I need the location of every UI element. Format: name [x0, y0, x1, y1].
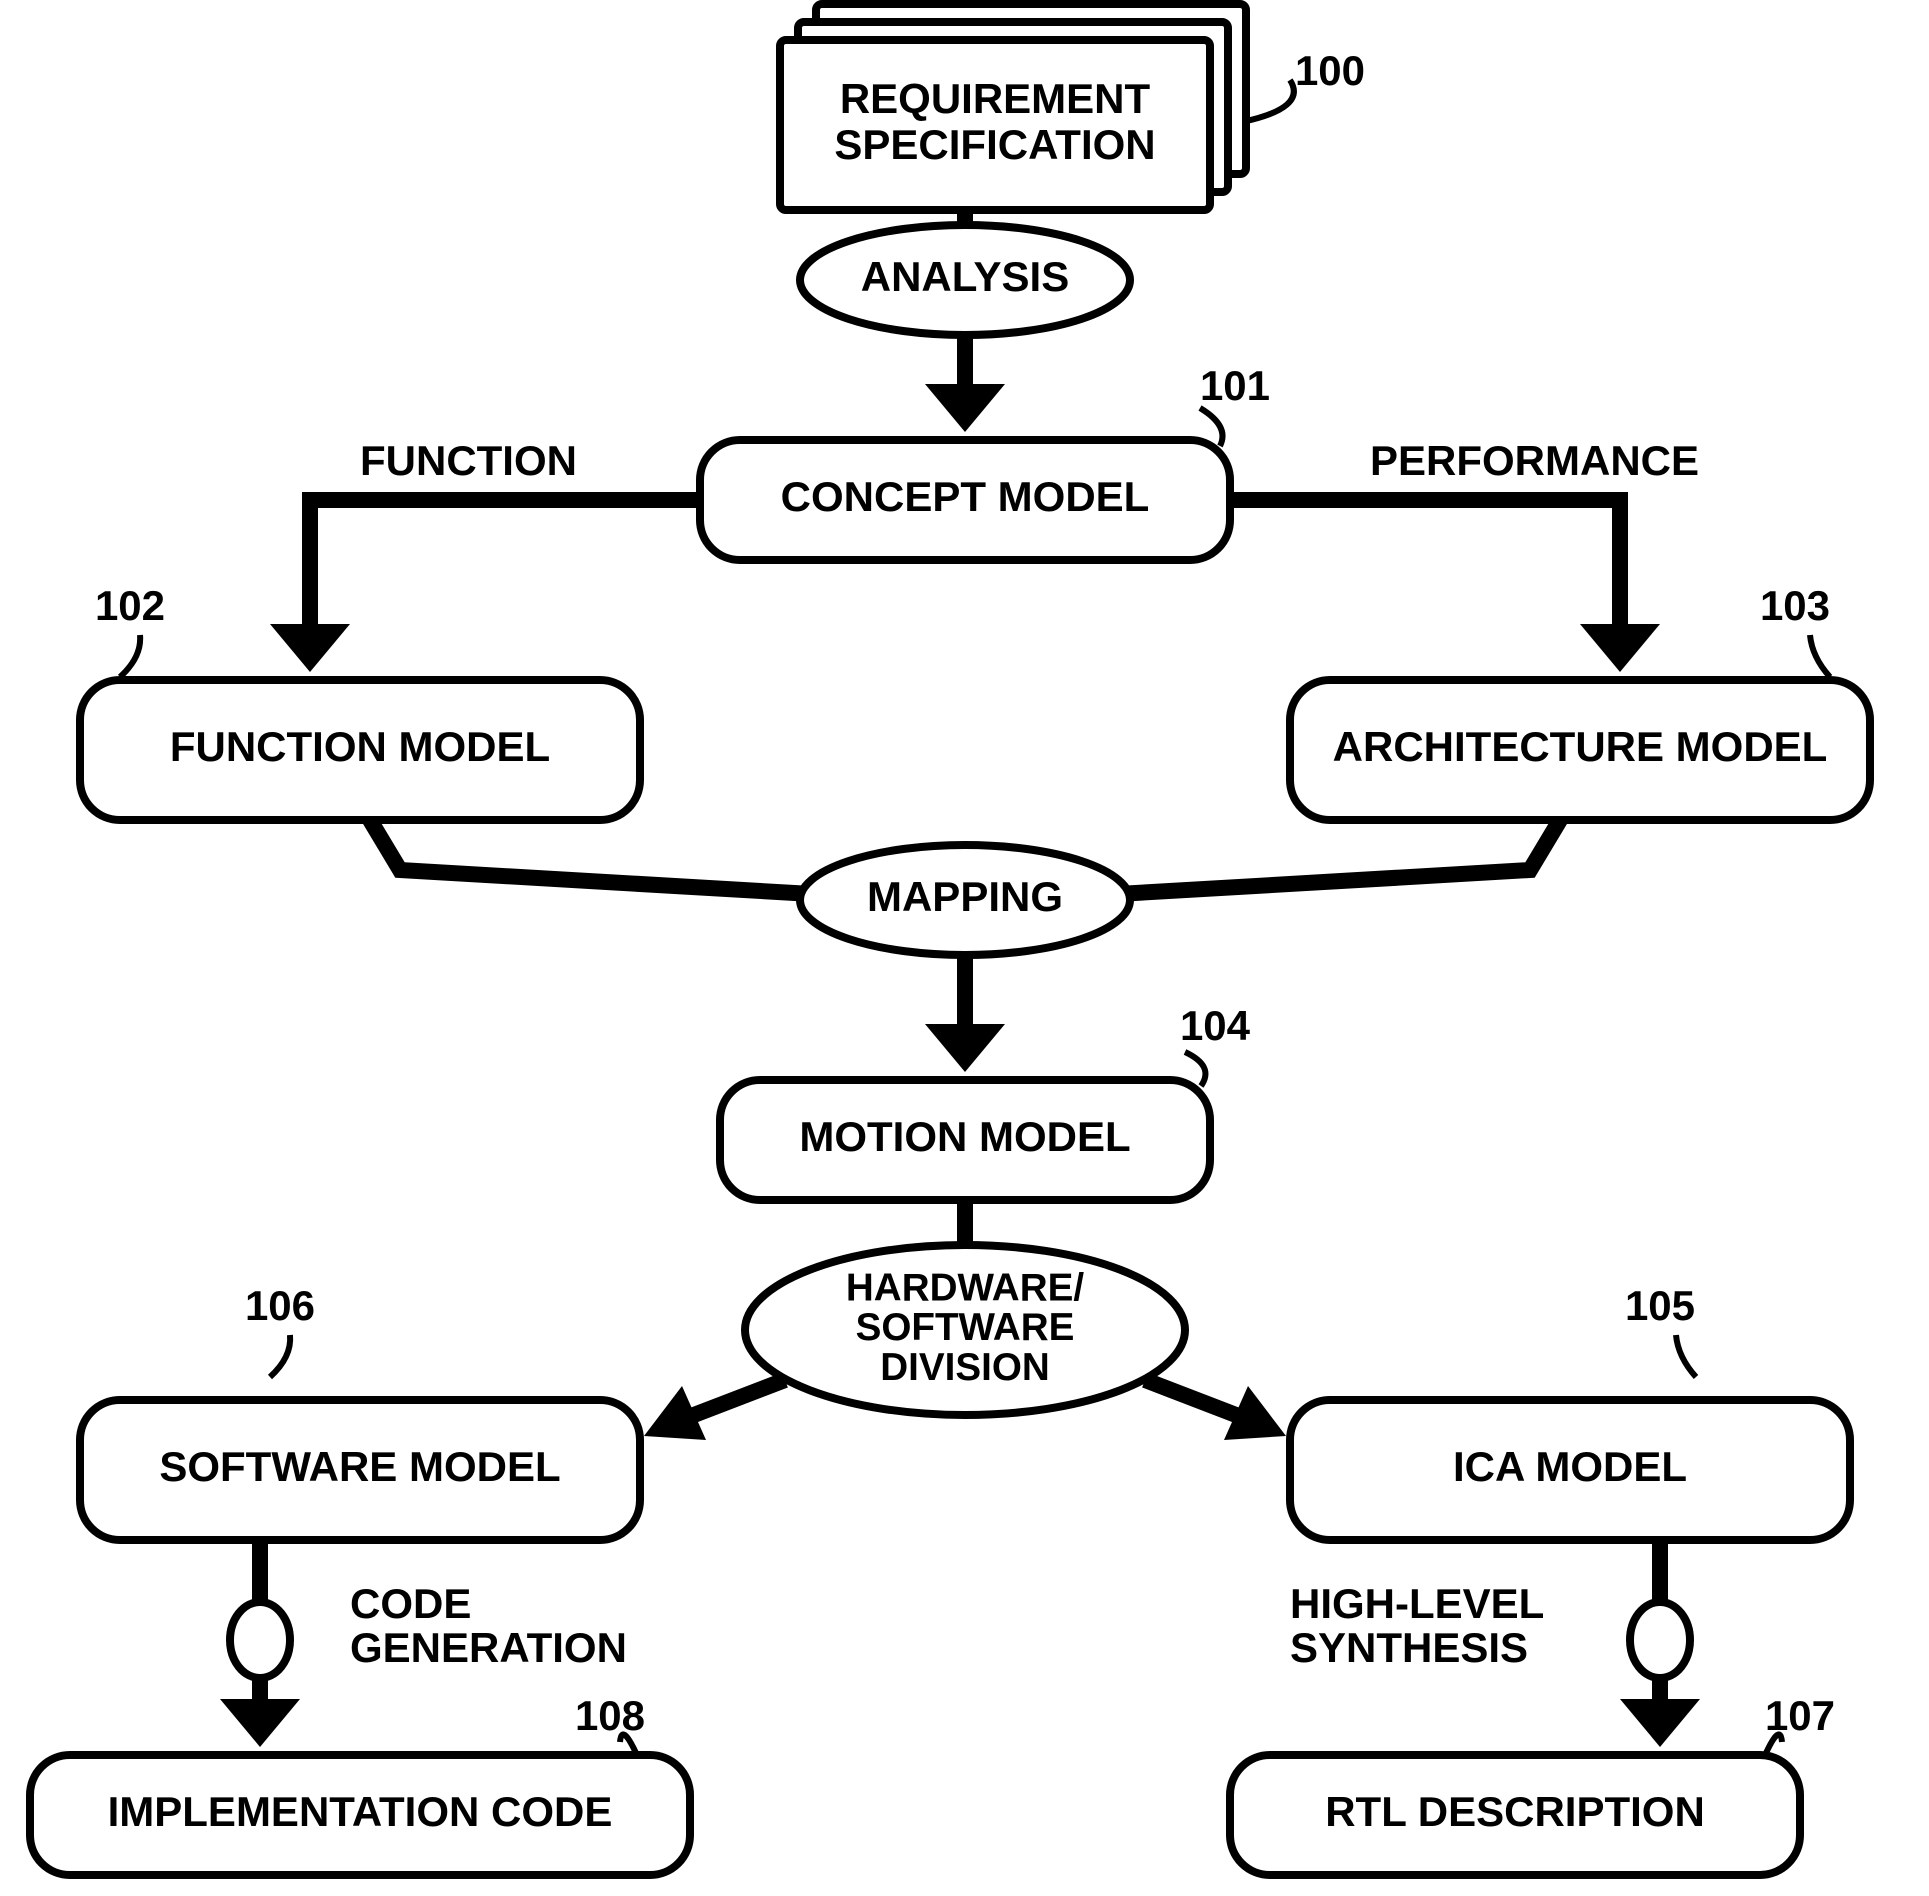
node-hls: HIGH-LEVELSYNTHESIS	[1290, 1580, 1690, 1678]
edge-arch-mapping	[1118, 820, 1560, 894]
node-mapping-label: MAPPING	[867, 873, 1063, 920]
node-impl-label: IMPLEMENTATION CODE	[108, 1788, 613, 1835]
node-software: SOFTWARE MODEL	[80, 1400, 640, 1540]
node-hw_sw: HARDWARE/SOFTWAREDIVISION	[745, 1245, 1185, 1415]
ref-101: 101	[1200, 362, 1270, 409]
ref-105: 105	[1625, 1282, 1695, 1329]
node-reqspec-label: SPECIFICATION	[834, 121, 1155, 168]
ref-lead-102	[120, 635, 140, 677]
ref-102: 102	[95, 582, 165, 629]
node-codegen-side-label: CODE	[350, 1580, 471, 1627]
ref-103: 103	[1760, 582, 1830, 629]
node-function_m: FUNCTION MODEL	[80, 680, 640, 820]
node-hw_sw-label: HARDWARE/	[846, 1266, 1084, 1309]
node-hw_sw-label: DIVISION	[880, 1346, 1050, 1389]
node-function_m-label: FUNCTION MODEL	[170, 723, 550, 770]
ref-lead-106	[270, 1335, 290, 1377]
node-impl: IMPLEMENTATION CODE	[30, 1755, 690, 1875]
node-codegen-side-label: GENERATION	[350, 1624, 627, 1671]
node-ica: ICA MODEL	[1290, 1400, 1850, 1540]
node-arch_m-label: ARCHITECTURE MODEL	[1333, 723, 1828, 770]
node-concept: CONCEPT MODEL	[700, 440, 1230, 560]
edge-label-performance: PERFORMANCE	[1370, 437, 1699, 484]
edge-function-mapping	[370, 820, 812, 894]
node-rtl: RTL DESCRIPTION	[1230, 1755, 1800, 1875]
node-motion-label: MOTION MODEL	[799, 1113, 1130, 1160]
nodes-layer: REQUIREMENTSPECIFICATION ANALYSIS CONCEPT …	[30, 4, 1870, 1875]
ref-lead-105	[1676, 1335, 1696, 1377]
edge-concept-arch	[1230, 500, 1620, 662]
node-arch_m: ARCHITECTURE MODEL	[1290, 680, 1870, 820]
edge-concept-function	[310, 500, 700, 662]
node-codegen: CODEGENERATION	[230, 1580, 627, 1678]
node-concept-label: CONCEPT MODEL	[781, 473, 1150, 520]
ref-108: 108	[575, 1692, 645, 1739]
node-reqspec: REQUIREMENTSPECIFICATION	[780, 4, 1246, 210]
node-ica-label: ICA MODEL	[1453, 1443, 1687, 1490]
flowchart-canvas: REQUIREMENTSPECIFICATION ANALYSIS CONCEPT …	[0, 0, 1929, 1896]
ref-104: 104	[1180, 1002, 1251, 1049]
node-hls-side-label: HIGH-LEVEL	[1290, 1580, 1544, 1627]
ref-100: 100	[1295, 47, 1365, 94]
node-mapping: MAPPING	[800, 845, 1130, 955]
ref-106: 106	[245, 1282, 315, 1329]
node-motion: MOTION MODEL	[720, 1080, 1210, 1200]
node-rtl-label: RTL DESCRIPTION	[1325, 1788, 1705, 1835]
ref-107: 107	[1765, 1692, 1835, 1739]
edge-label-function: FUNCTION	[360, 437, 577, 484]
node-analysis-label: ANALYSIS	[861, 253, 1070, 300]
node-hls-side-label: SYNTHESIS	[1290, 1624, 1528, 1671]
node-analysis: ANALYSIS	[800, 225, 1130, 335]
node-reqspec-label: REQUIREMENT	[840, 75, 1151, 122]
ref-lead-103	[1810, 635, 1830, 677]
node-hw_sw-label: SOFTWARE	[856, 1306, 1075, 1349]
node-software-label: SOFTWARE MODEL	[159, 1443, 560, 1490]
